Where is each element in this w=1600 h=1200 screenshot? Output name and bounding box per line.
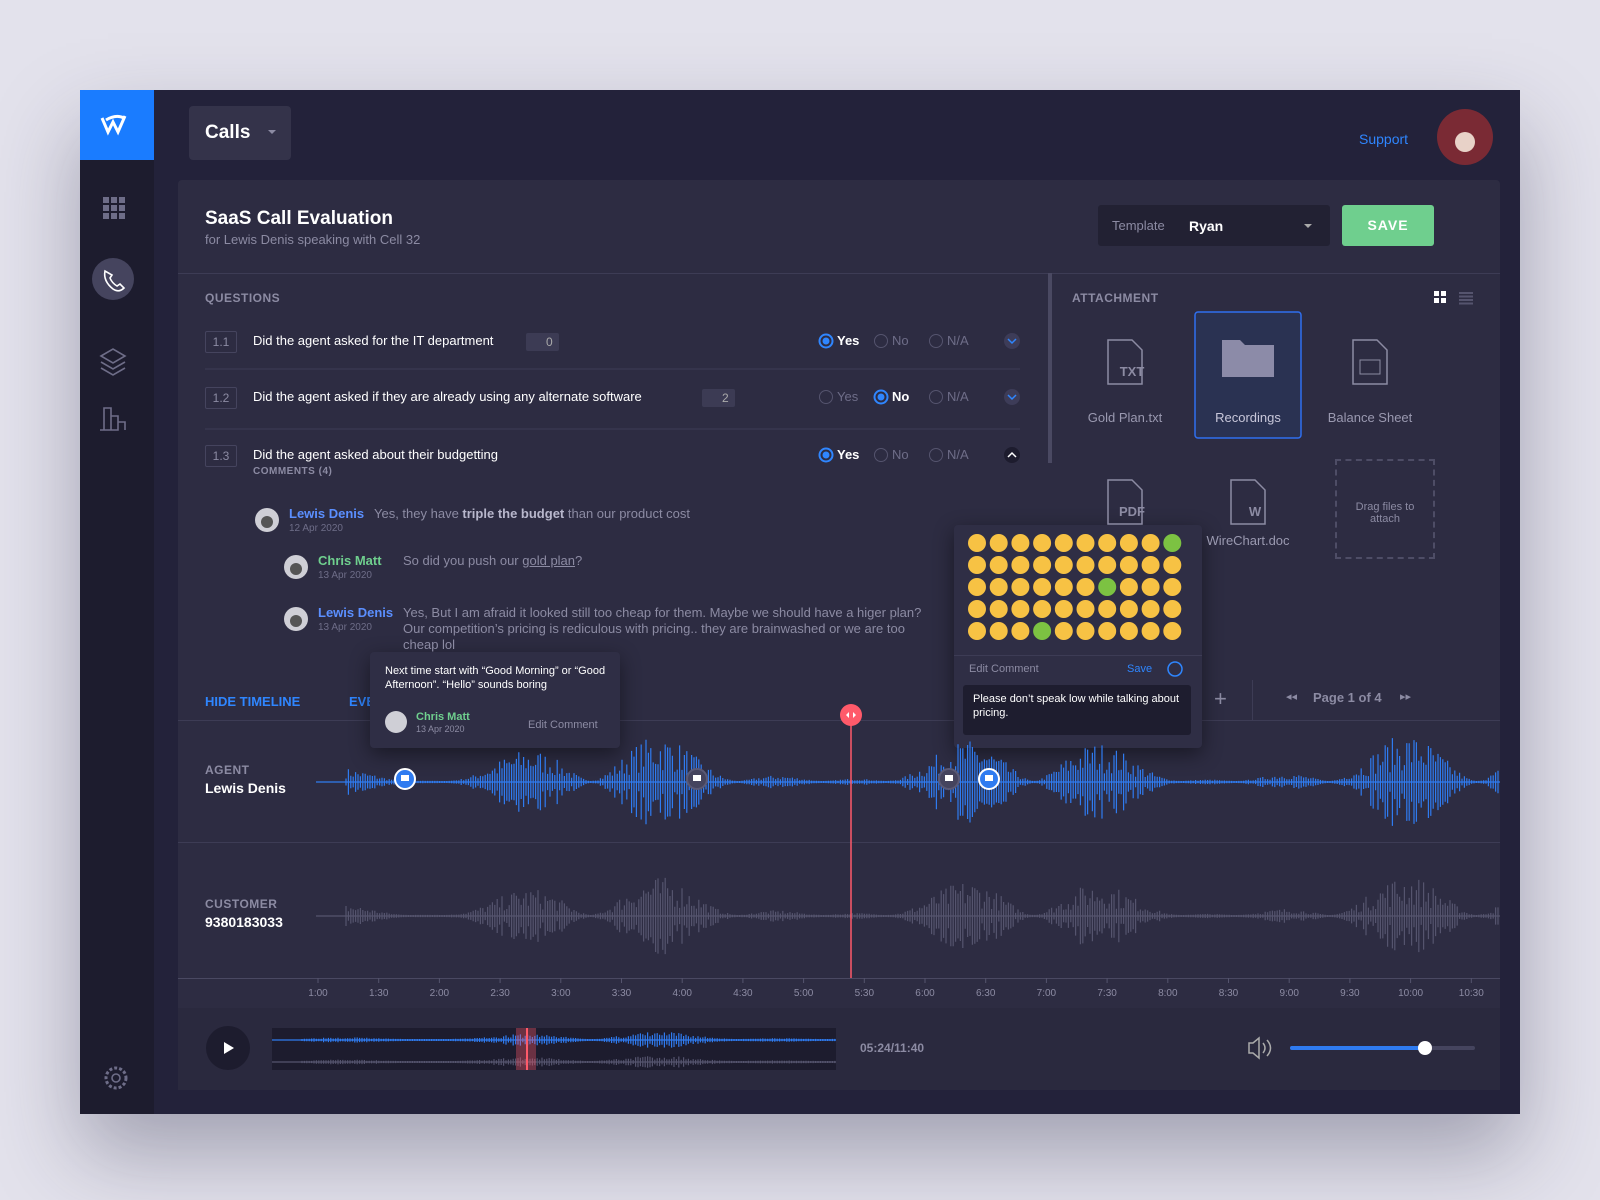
template-label: Template bbox=[1112, 218, 1165, 233]
save-button[interactable]: SAVE bbox=[1342, 205, 1434, 246]
section-name: Calls bbox=[205, 122, 251, 143]
track-name: 9380183033 bbox=[205, 914, 283, 930]
popup-text: Next time start with “Good Morning” or “… bbox=[385, 665, 606, 691]
comment-segment: Yes, they have bbox=[374, 506, 463, 521]
question-text: Did the agent asked for the IT departmen… bbox=[253, 333, 494, 348]
prev-page[interactable]: ◂◂ bbox=[1286, 691, 1298, 703]
add-button[interactable]: + bbox=[1214, 686, 1227, 711]
divider bbox=[178, 842, 1500, 843]
option-label: Yes bbox=[837, 447, 860, 462]
logo[interactable] bbox=[80, 90, 154, 160]
support-link[interactable]: Support bbox=[1359, 131, 1409, 147]
pagination: Page 1 of 4 bbox=[1313, 690, 1382, 705]
questions-heading: QUESTIONS bbox=[205, 291, 281, 305]
sidebar bbox=[80, 90, 154, 1114]
comment-text: So did you push our gold plan? bbox=[403, 553, 940, 569]
next-page[interactable]: ▸▸ bbox=[1400, 691, 1412, 703]
option-label: Yes bbox=[837, 389, 859, 404]
track-role: CUSTOMER bbox=[205, 897, 278, 911]
comment-date: 13 Apr 2020 bbox=[318, 570, 372, 581]
scrollbar bbox=[1048, 273, 1052, 463]
question-number: 1.1 bbox=[205, 331, 237, 353]
question-number: 1.3 bbox=[205, 445, 237, 467]
comment-text: Yes, But I am afraid it looked still too… bbox=[403, 605, 940, 653]
attachment-heading: ATTACHMENT bbox=[1072, 291, 1159, 305]
comment-date: 12 Apr 2020 bbox=[289, 523, 343, 534]
comment-author: Lewis Denis bbox=[318, 605, 394, 620]
comments-label: COMMENTS (4) bbox=[253, 466, 333, 477]
comment-text: Yes, they have triple the budget than ou… bbox=[374, 506, 940, 522]
comment-author: Chris Matt bbox=[318, 553, 382, 568]
file-name[interactable]: Balance Sheet bbox=[1327, 410, 1413, 425]
track-name: Lewis Denis bbox=[205, 780, 286, 796]
comment-count: 2 bbox=[702, 389, 735, 407]
option-label: Yes bbox=[837, 333, 860, 348]
hide-timeline[interactable]: HIDE TIMELINE bbox=[205, 694, 301, 709]
file-name[interactable]: WireChart.doc bbox=[1206, 533, 1290, 548]
option-label: N/A bbox=[947, 333, 969, 348]
option-label: N/A bbox=[947, 447, 969, 462]
question-number: 1.2 bbox=[205, 387, 237, 409]
page-title: SaaS Call Evaluation bbox=[205, 208, 393, 229]
popup-edit[interactable]: Edit Comment bbox=[528, 719, 598, 731]
popup-date: 13 Apr 2020 bbox=[416, 724, 465, 734]
emoji-save[interactable]: Save bbox=[1127, 663, 1153, 675]
comment-segment: So did you push our bbox=[403, 553, 523, 568]
comment-author: Lewis Denis bbox=[289, 506, 365, 521]
comment-segment: ? bbox=[575, 553, 583, 568]
option-label: N/A bbox=[947, 389, 969, 404]
player-bar bbox=[178, 1008, 1500, 1090]
edit-comment-title: Edit Comment bbox=[969, 663, 1039, 675]
play-time: 05:24/11:40 bbox=[860, 1041, 925, 1055]
comment-segment: triple the budget bbox=[462, 506, 565, 521]
comment-popup bbox=[370, 652, 620, 748]
track-role: AGENT bbox=[205, 763, 250, 777]
comment-segment: than our product cost bbox=[564, 506, 691, 521]
page-subtitle: for Lewis Denis speaking with Cell 32 bbox=[205, 232, 421, 247]
divider bbox=[178, 720, 1500, 721]
drop-zone[interactable]: Drag files to attach bbox=[1335, 459, 1435, 559]
option-label: No bbox=[892, 447, 909, 462]
template-select[interactable] bbox=[1098, 205, 1330, 246]
option-label: No bbox=[892, 333, 909, 348]
file-name[interactable]: Gold Plan.txt bbox=[1087, 410, 1163, 425]
question-text: Did the agent asked about their budgetti… bbox=[253, 447, 499, 462]
popup-author: Chris Matt bbox=[416, 711, 470, 723]
comment-count: 0 bbox=[526, 333, 559, 351]
file-name[interactable]: Recordings bbox=[1215, 410, 1281, 425]
divider bbox=[954, 655, 1202, 656]
option-label: No bbox=[892, 389, 910, 404]
question-text: Did the agent asked if they are already … bbox=[253, 389, 642, 404]
divider bbox=[178, 978, 1500, 979]
comment-date: 13 Apr 2020 bbox=[318, 622, 372, 633]
divider bbox=[1252, 680, 1253, 720]
comment-input[interactable]: Please don’t speak low while talking abo… bbox=[963, 685, 1191, 735]
divider bbox=[178, 273, 1500, 274]
template-value: Ryan bbox=[1189, 218, 1224, 234]
comment-segment[interactable]: gold plan bbox=[522, 553, 576, 568]
comment-segment: Yes, But I am afraid it looked still too… bbox=[403, 605, 922, 652]
